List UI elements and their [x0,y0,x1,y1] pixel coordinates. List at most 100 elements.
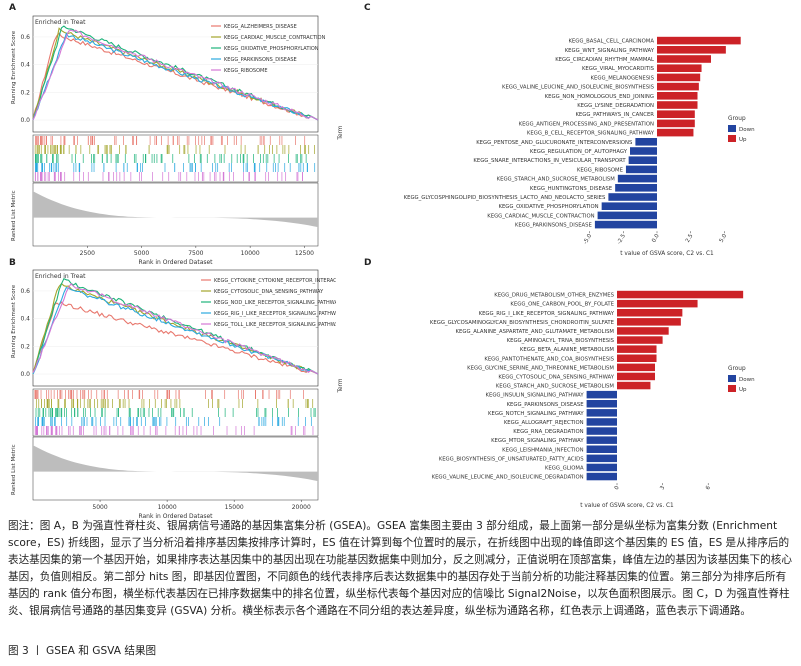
term-label: KEGG_VIRAL_MYOCARDITIS [582,66,655,72]
term-label: KEGG_ANTIGEN_PROCESSING_AND_PRESENTATION [519,121,654,127]
bar-kegg-antigen-processing-and-presentation [657,119,695,128]
bar-kegg-drug-metabolism-other-enzymes [617,290,744,299]
y-axis-label: Term [338,378,344,393]
bar-kegg-insulin-signaling-pathway [586,390,617,399]
x-tick-label: 6 [705,485,712,491]
term-label: KEGG_PARKINSONS_DISEASE [515,223,593,229]
es-curve-1 [32,282,319,375]
bar-kegg-regulation-of-autophagy [630,147,657,155]
legend-swatch-up [728,385,736,392]
term-label: KEGG_LYSINE_DEGRADATION [577,103,654,109]
bar-kegg-parkinsons-disease [594,220,657,229]
ranked-metric-area [33,191,318,228]
x-tick-label: -5.0 [583,233,594,246]
term-label: KEGG_GLYCOSAMINOGLYCAN_BIOSYNTHESIS_CHON… [430,320,615,326]
legend-swatch-down [728,375,736,382]
y-tick-label: 0.4 [20,316,30,323]
term-label: KEGG_DRUG_METABOLISM_OTHER_ENZYMES [494,293,614,299]
x-axis-label: t value of GSVA score, C2 vs. C1 [620,251,714,257]
y-tick-label: 0.6 [20,288,30,295]
term-label: KEGG_MELANOGENESIS [591,75,655,81]
bar-kegg-rna-degradation [586,427,617,435]
x-tick-label: 5.0 [719,233,729,244]
bar-kegg-cytosolic-dna-sensing-pathway [617,372,655,381]
y-tick-label: 0.0 [20,117,30,124]
term-label: KEGG_CIRCADIAN_RHYTHM_MAMMAL [555,57,654,63]
x-tick-label: 0 [614,485,621,491]
x-tick-label: 5000 [92,504,107,511]
legend-label: Down [739,127,755,133]
term-label: KEGG_PANTOTHENATE_AND_COA_BIOSYNTHESIS [484,356,614,362]
bar-kegg-alanine-aspartate-and-glutamate-metabolism [617,327,669,335]
term-label: KEGG_MTOR_SIGNALING_PATHWAY [491,438,584,444]
term-label: KEGG_B_CELL_RECEPTOR_SIGNALING_PATHWAY [527,131,655,137]
bar-kegg-non-homologous-end-joining [657,92,698,100]
x-tick-label: 10000 [158,504,177,511]
y-tick-label: 0.6 [20,34,30,41]
term-label: KEGG_PATHWAYS_IN_CANCER [575,112,654,118]
y-axis-label: Running Enrichment Score [11,30,17,104]
enriched-subtitle: Enriched in Treat [35,273,86,280]
term-label: KEGG_GLYCINE_SERINE_AND_THREONINE_METABO… [467,365,614,371]
bar-kegg-circadian-rhythm-mammal [657,55,711,63]
bar-kegg-one-carbon-pool-by-folate [617,299,698,308]
legend-swatch-down [728,125,736,132]
y-tick-label: 0.2 [20,89,30,96]
gsva-bar-chart-c: KEGG_BASAL_CELL_CARCINOMA KEGG_WNT_SIGNAL… [338,36,755,257]
bar-kegg-starch-and-sucrose-metabolism [617,174,657,183]
bar-kegg-beta-alanine-metabolism [617,345,657,353]
bar-kegg-huntingtons-disease [615,184,657,192]
bar-kegg-valine-leucine-and-isoleucine-biosynthesis [657,82,699,91]
legend-label: KEGG_ALZHEIMERS_DISEASE [224,24,297,30]
bar-kegg-glycine-serine-and-threonine-metabolism [617,363,655,372]
legend-label: Up [739,387,747,393]
es-curve-4 [32,282,319,375]
bar-kegg-basal-cell-carcinoma [657,36,741,45]
x-tick-label: 7500 [188,250,203,257]
ranked-y-axis-label: Ranked List Metric [11,190,17,241]
bar-kegg-allograft-rejection [586,418,617,426]
enriched-subtitle: Enriched in Treat [35,19,86,26]
bar-kegg-glycosaminoglycan-biosynthesis-chondroitin-sulfate [617,318,681,326]
es-curve-0 [32,301,319,375]
y-tick-label: 0.2 [20,343,30,350]
y-tick-label: 0.4 [20,62,30,69]
term-label: KEGG_OXIDATIVE_PHOSPHORYLATION [498,204,598,210]
term-label: KEGG_ALLOGRAFT_REJECTION [504,420,584,426]
bar-kegg-oxidative-phosphorylation [601,202,657,210]
term-label: KEGG_HUNTINGTONS_DISEASE [530,186,613,192]
x-axis-label: t value of GSVA score, C2 vs. C1 [580,503,674,509]
term-label: KEGG_SNARE_INTERACTIONS_IN_VESICULAR_TRA… [473,158,626,164]
term-label: KEGG_AMINOACYL_TRNA_BIOSYNTHESIS [507,338,615,344]
term-label: KEGG_ALANINE_ASPARTATE_AND_GLUTAMATE_MET… [456,329,615,335]
bar-kegg-snare-interactions-in-vesicular-transport [628,156,657,164]
legend-swatch-up [728,135,736,142]
x-tick-label: 3 [659,485,666,491]
panel-label-d: D [364,258,372,268]
legend-label: Up [739,137,747,143]
bar-kegg-pathways-in-cancer [657,110,695,118]
es-curve-0 [32,32,319,121]
y-axis-label: Running Enrichment Score [11,284,17,358]
legend-title: Group [728,116,746,122]
figure-caption: 图注：图 A，B 为强直性脊柱炎、银屑病信号通路的基因集富集分析 (GSEA)。… [8,520,792,617]
x-tick-label: 10000 [241,250,260,257]
bar-kegg-starch-and-sucrose-metabolism [617,381,651,390]
bar-kegg-valine-leucine-and-isoleucine-degradation [586,472,617,481]
x-tick-label: 2500 [80,250,95,257]
bar-kegg-parkinsons-disease [586,400,617,408]
bar-kegg-mtor-signaling-pathway [586,436,617,444]
x-tick-label: 12500 [295,250,314,257]
y-axis-label: Term [338,125,344,140]
term-label: KEGG_BASAL_CELL_CARCINOMA [568,39,654,45]
bar-kegg-cardiac-muscle-contraction [597,211,657,220]
term-label: KEGG_NOTCH_SIGNALING_PATHWAY [488,411,584,417]
bar-kegg-glycosphingolipid-biosynthesis-lacto-and-neolacto-series [608,193,657,201]
term-label: KEGG_STARCH_AND_SUCROSE_METABOLISM [497,177,616,183]
legend-title: Group [728,366,746,372]
x-tick-label: 5000 [134,250,149,257]
x-tick-label: 15000 [225,504,244,511]
x-tick-label: 0.0 [651,233,661,244]
term-label: KEGG_PENTOSE_AND_GLUCURONATE_INTERCONVER… [476,140,633,146]
term-label: KEGG_REGULATION_OF_AUTOPHAGY [530,149,628,155]
